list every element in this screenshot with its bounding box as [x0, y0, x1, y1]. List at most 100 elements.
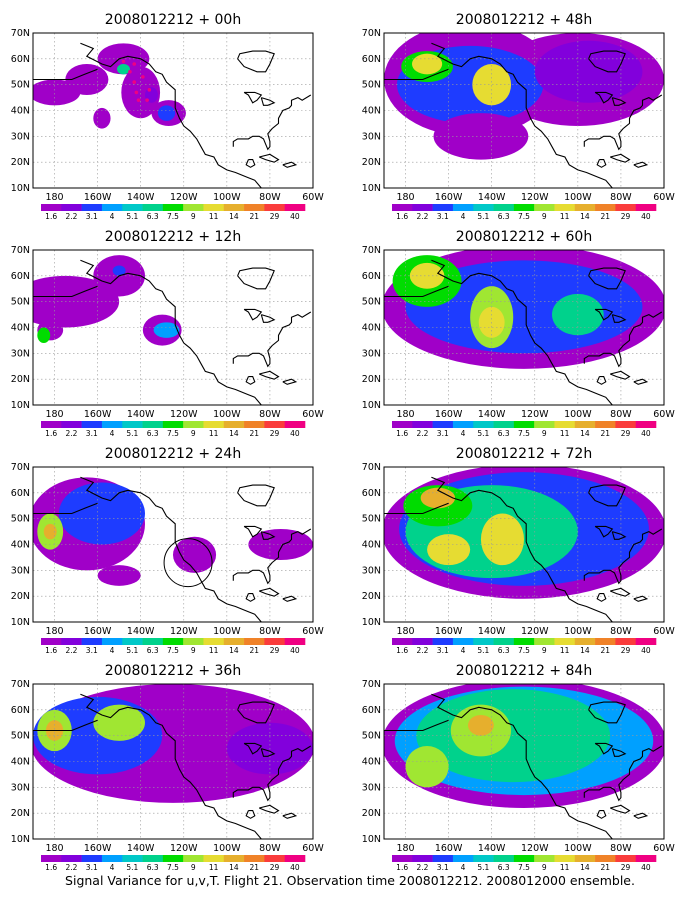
flight-track-point: [136, 98, 141, 102]
panel-title: 2008012212 + 72h: [456, 446, 592, 462]
colorbar-swatch: [554, 638, 576, 645]
colorbar-swatch: [101, 204, 123, 211]
map-panel: 2008012212 + 00h 10N 20N 30N 40N 50N 60N 70N 180…: [11, 12, 325, 221]
colorbar-swatch: [534, 204, 555, 211]
lat-tick-label: 30N: [11, 131, 30, 142]
lon-tick-label: 60W: [653, 626, 675, 637]
colorbar-label: 3.1: [86, 429, 98, 438]
colorbar-swatch: [595, 204, 616, 211]
variance-contour: [468, 715, 494, 736]
variance-contour: [534, 40, 643, 103]
colorbar-label: 2.2: [65, 212, 77, 221]
colorbar-label: 1.6: [396, 212, 408, 221]
lat-tick-label: 40N: [11, 757, 30, 768]
map-panel: 2008012212 + 12h 10N 20N 30N 40N 50N 60N 70N 180…: [11, 229, 325, 438]
colorbar-swatch: [264, 421, 285, 428]
colorbar-swatch: [101, 638, 123, 645]
map-frame: [383, 32, 665, 189]
colorbar-swatch: [81, 421, 103, 428]
colorbar-swatch: [142, 855, 164, 862]
lon-tick-label: 160W: [435, 626, 463, 637]
colorbar-label: 14: [229, 429, 239, 438]
lon-tick-label: 180: [45, 409, 63, 420]
colorbar-label: 5.1: [477, 429, 489, 438]
lon-tick-label: 120W: [521, 843, 549, 854]
lat-tick-label: 10N: [362, 183, 381, 194]
colorbar-label: 5.1: [477, 863, 489, 872]
colorbar-swatch: [432, 638, 454, 645]
colorbar-swatch: [284, 421, 306, 428]
colorbar-swatch: [284, 855, 306, 862]
colorbar-swatch: [183, 421, 204, 428]
lon-tick-label: 140W: [127, 192, 155, 203]
lat-tick-label: 30N: [11, 782, 30, 793]
colorbar-label: 11: [560, 212, 570, 221]
panel-title: 2008012212 + 24h: [105, 446, 241, 462]
lat-tick-label: 60N: [11, 488, 30, 499]
colorbar-swatch: [392, 855, 413, 862]
colorbar-label: 14: [580, 429, 590, 438]
colorbar-swatch: [595, 421, 616, 428]
variance-contour: [480, 513, 524, 566]
lat-tick-label: 50N: [362, 731, 381, 742]
variance-contour: [117, 63, 130, 75]
colorbar-label: 5.1: [126, 212, 138, 221]
colorbar-swatch: [244, 204, 265, 211]
lon-tick-label: 160W: [84, 843, 112, 854]
lon-tick-label: 180: [396, 843, 414, 854]
colorbar-swatch: [122, 204, 143, 211]
lon-tick-label: 180: [45, 626, 63, 637]
flight-track-point: [132, 80, 137, 84]
colorbar-label: 3.1: [437, 212, 449, 221]
colorbar-label: 5.1: [477, 212, 489, 221]
graticule: [33, 33, 313, 188]
colorbar-label: 7.5: [518, 212, 530, 221]
lat-tick-label: 70N: [362, 28, 381, 39]
colorbar-label: 29: [621, 212, 631, 221]
colorbar-swatch: [61, 204, 82, 211]
graticule: [33, 250, 313, 405]
lat-tick-label: 50N: [362, 514, 381, 525]
colorbar-label: 7.5: [518, 863, 530, 872]
lon-tick-label: 180: [45, 843, 63, 854]
colorbar-swatch: [554, 204, 576, 211]
colorbar-label: 21: [600, 212, 610, 221]
flight-track-point: [132, 62, 137, 66]
lat-tick-label: 10N: [11, 183, 30, 194]
lon-tick-label: 160W: [435, 843, 463, 854]
colorbar-swatch: [41, 638, 62, 645]
lat-tick-label: 40N: [362, 540, 381, 551]
colorbar-label: 14: [580, 863, 590, 872]
colorbar-label: 11: [560, 429, 570, 438]
lat-tick-label: 60N: [11, 54, 30, 65]
lat-tick-label: 10N: [362, 617, 381, 628]
coastline: [33, 693, 312, 839]
variance-field: [384, 467, 664, 599]
colorbar-swatch: [244, 638, 265, 645]
colorbar-label: 6.3: [147, 646, 159, 655]
variance-contour: [248, 529, 313, 560]
colorbar-label: 40: [641, 429, 651, 438]
lat-tick-label: 70N: [362, 245, 381, 256]
lat-tick-label: 30N: [362, 565, 381, 576]
variance-field: [384, 33, 664, 160]
colorbar-label: 21: [600, 863, 610, 872]
colorbar-label: 4: [461, 429, 466, 438]
map-frame: [32, 466, 314, 623]
lon-tick-label: 140W: [127, 843, 155, 854]
lon-tick-label: 60W: [302, 843, 324, 854]
colorbar-swatch: [122, 638, 143, 645]
lat-tick-label: 60N: [362, 705, 381, 716]
lon-tick-label: 100W: [564, 843, 592, 854]
colorbar-label: 21: [600, 429, 610, 438]
map-frame: [383, 249, 665, 406]
colorbar-swatch: [473, 855, 494, 862]
colorbar-label: 6.3: [147, 212, 159, 221]
colorbar-label: 21: [249, 863, 259, 872]
colorbar-label: 14: [229, 863, 239, 872]
colorbar-swatch: [534, 421, 555, 428]
colorbar-label: 14: [580, 212, 590, 221]
colorbar-swatch: [534, 855, 555, 862]
colorbar-swatch: [142, 204, 164, 211]
